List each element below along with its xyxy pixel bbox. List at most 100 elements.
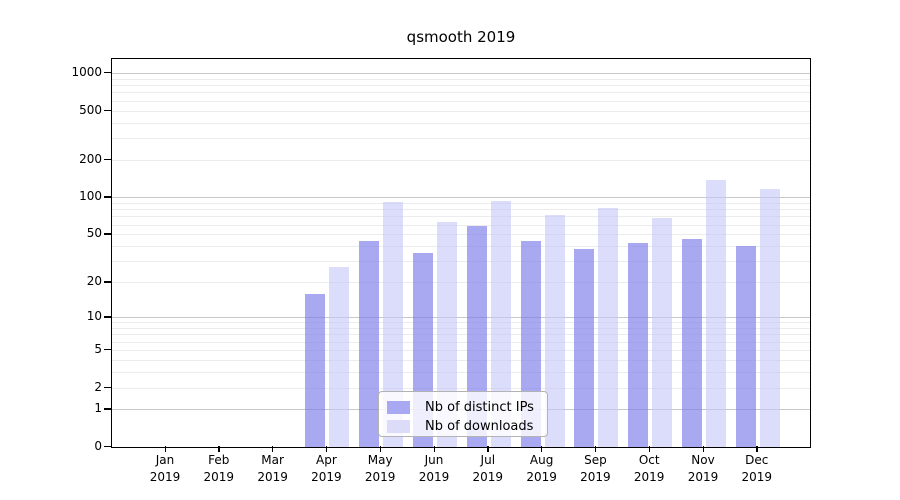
month-year: 2019: [149, 470, 181, 484]
legend-swatch-icon: [387, 420, 410, 433]
month-label-Aug: Aug 2019: [514, 452, 570, 486]
ytick-label-10: 10: [86, 309, 102, 324]
chart-title: qsmooth 2019: [406, 28, 516, 46]
gridline-minor-700: [112, 92, 810, 94]
month-label-Jan: Jan 2019: [137, 452, 193, 486]
legend-label: Nb of downloads: [425, 419, 534, 434]
month-year: 2019: [472, 470, 504, 484]
gridline-major-1000: [112, 73, 810, 75]
xtick-mark-Jul: [487, 446, 489, 452]
bar-downloads-Jun: [437, 221, 457, 447]
ytick-label-500: 500: [79, 102, 102, 117]
gridline-minor-5: [112, 350, 810, 352]
bar-downloads-Apr: [329, 266, 350, 447]
ytick-mark-20: [104, 281, 111, 283]
gridline-minor-50: [112, 234, 810, 236]
bar-distinct-ips-Apr: [305, 293, 326, 447]
gridline-minor-300: [112, 138, 810, 140]
bar-distinct-ips-Dec: [735, 246, 756, 447]
xtick-mark-Nov: [702, 446, 704, 452]
ytick-mark-10: [104, 316, 111, 318]
legend-swatch-icon: [387, 401, 410, 414]
gridline-minor-7: [112, 334, 810, 336]
xtick-mark-Feb: [218, 446, 220, 452]
month-year: 2019: [257, 470, 288, 484]
month-label-Mar: Mar 2019: [245, 452, 301, 486]
month-name: Mar: [261, 453, 284, 467]
month-label-Feb: Feb 2019: [191, 452, 247, 486]
xtick-mark-Dec: [756, 446, 758, 452]
gridline-minor-400: [112, 122, 810, 124]
month-year: 2019: [364, 470, 396, 484]
bar-distinct-ips-Oct: [628, 243, 649, 447]
gridline-minor-4: [112, 359, 810, 361]
gridline-minor-8: [112, 328, 810, 330]
month-name: Jan: [155, 453, 175, 467]
ytick-label-0: 0: [94, 439, 102, 453]
bar-distinct-ips-Sep: [574, 248, 595, 447]
month-year: 2019: [203, 470, 235, 484]
gridline-minor-3: [112, 371, 810, 373]
month-label-Apr: Apr 2019: [298, 452, 354, 486]
bar-downloads-Aug: [544, 214, 565, 447]
gridline-minor-2: [112, 387, 810, 389]
month-name: May: [367, 453, 393, 467]
month-label-Sep: Sep 2019: [567, 452, 623, 486]
plot-area: Nb of distinct IPs Nb of downloads: [111, 58, 811, 448]
month-label-Jul: Jul 2019: [460, 452, 516, 486]
bar-downloads-Jul: [490, 201, 511, 447]
month-label-Jun: Jun 2019: [406, 452, 462, 486]
xtick-mark-Apr: [325, 446, 328, 452]
ytick-label-50: 50: [86, 226, 102, 241]
gridline-minor-70: [112, 216, 810, 218]
month-label-Nov: Nov 2019: [675, 452, 731, 486]
xtick-mark-Jan: [164, 446, 166, 452]
xtick-mark-Sep: [594, 446, 597, 452]
month-name: Dec: [745, 453, 769, 467]
xtick-mark-Jun: [433, 446, 435, 452]
bar-downloads-Oct: [652, 217, 673, 447]
legend-row: Nb of distinct IPs: [387, 400, 547, 415]
ytick-mark-0: [104, 446, 111, 448]
month-year: 2019: [633, 470, 665, 484]
xtick-mark-May: [379, 446, 381, 452]
month-name: Feb: [208, 453, 230, 467]
ytick-mark-200: [104, 159, 111, 161]
month-name: Nov: [691, 453, 715, 467]
bar-downloads-Sep: [598, 207, 619, 447]
ytick-mark-5: [104, 349, 111, 351]
month-year: 2019: [311, 470, 342, 484]
ytick-label-1: 1: [94, 401, 102, 416]
month-name: Jun: [424, 453, 444, 467]
gridline-minor-6: [112, 341, 810, 343]
bar-downloads-Nov: [706, 179, 726, 447]
xtick-mark-Mar: [272, 446, 274, 452]
gridline-minor-600: [112, 100, 810, 102]
legend-row: Nb of downloads: [387, 419, 547, 434]
xtick-mark-Oct: [648, 446, 650, 452]
gridline-minor-80: [112, 209, 810, 211]
month-year: 2019: [526, 470, 557, 484]
ytick-label-2: 2: [94, 379, 102, 394]
bar-downloads-Dec: [759, 189, 780, 447]
month-year: 2019: [687, 470, 719, 484]
gridline-minor-200: [112, 160, 810, 162]
gridline-minor-500: [112, 110, 810, 112]
gridline-minor-60: [112, 224, 810, 226]
ytick-label-100: 100: [79, 189, 102, 204]
month-name: Oct: [638, 453, 660, 467]
gridline-minor-900: [112, 78, 810, 80]
ytick-mark-500: [104, 109, 111, 111]
month-year: 2019: [418, 470, 450, 484]
gridline-minor-9: [112, 322, 810, 324]
gridline-minor-20: [112, 282, 810, 284]
month-label-Oct: Oct 2019: [621, 452, 677, 486]
bar-distinct-ips-Nov: [682, 238, 702, 447]
month-label-May: May 2019: [352, 452, 408, 486]
ytick-mark-50: [104, 233, 111, 235]
gridline-major-100: [112, 197, 810, 199]
bar-downloads-May: [383, 201, 404, 447]
ytick-mark-1000: [104, 72, 111, 74]
month-name: Apr: [316, 453, 337, 467]
gridline-minor-800: [112, 85, 810, 87]
